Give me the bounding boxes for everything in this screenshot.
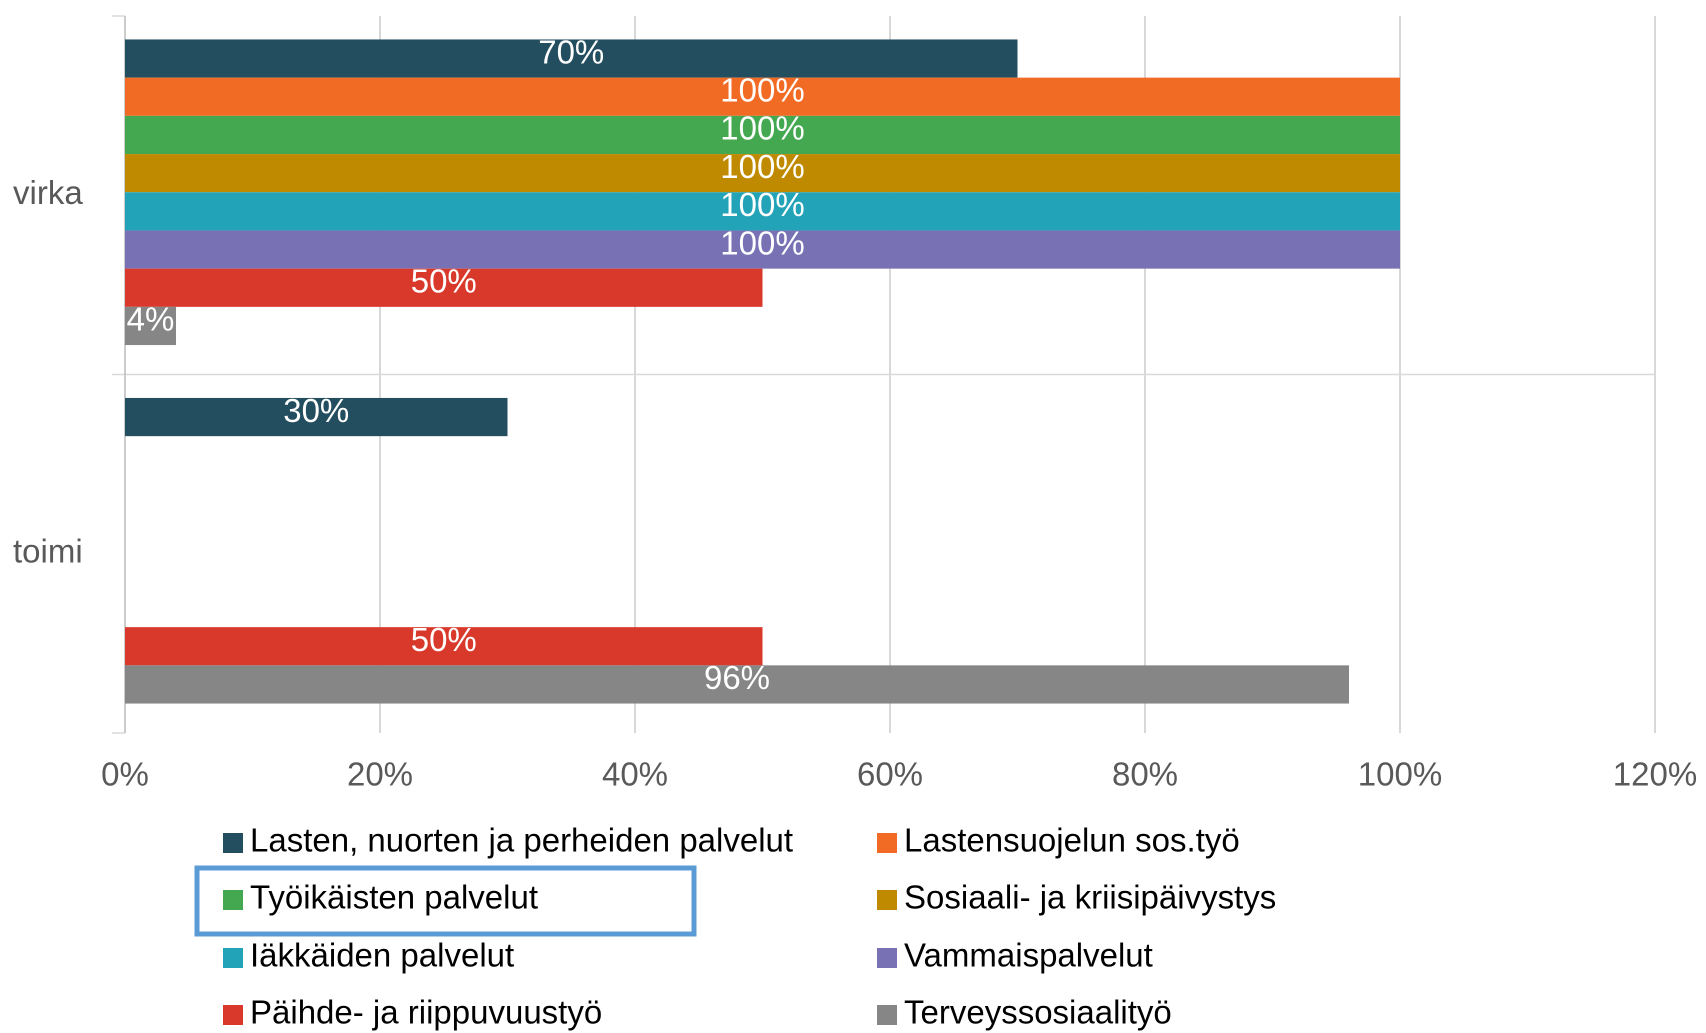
- data-label: 100%: [720, 110, 804, 147]
- legend-label: Työikäisten palvelut: [250, 879, 538, 916]
- legend-label: Vammaispalvelut: [904, 937, 1153, 974]
- x-tick-label: 0%: [101, 756, 149, 793]
- legend-label: Iäkkäiden palvelut: [250, 937, 514, 974]
- x-tick-label: 120%: [1613, 756, 1697, 793]
- data-label: 100%: [720, 186, 804, 223]
- legend-label: Terveyssosiaalityö: [904, 994, 1172, 1031]
- legend-swatch: [223, 948, 243, 968]
- legend-swatch: [877, 948, 897, 968]
- x-tick-label: 80%: [1112, 756, 1178, 793]
- legend-label: Sosiaali- ja kriisipäivystys: [904, 879, 1276, 916]
- x-tick-label: 40%: [602, 756, 668, 793]
- bar: [125, 77, 1400, 116]
- bar: [125, 397, 508, 437]
- legend-label: Lasten, nuorten ja perheiden palvelut: [250, 822, 793, 859]
- legend-swatch: [223, 833, 243, 853]
- y-tick-label: virka: [13, 174, 83, 211]
- bar: [125, 154, 1400, 193]
- x-tick-label: 20%: [347, 756, 413, 793]
- legend-label: Päihde- ja riippuvuustyö: [250, 994, 602, 1031]
- bar: [125, 627, 763, 666]
- legend-swatch: [877, 890, 897, 910]
- data-label: 30%: [283, 392, 349, 429]
- y-tick-label: toimi: [13, 532, 83, 569]
- highlight-box: [194, 865, 697, 937]
- bar: [125, 39, 1018, 78]
- legend-swatch: [223, 890, 243, 910]
- x-tick-label: 100%: [1358, 756, 1442, 793]
- legend-label: Lastensuojelun sos.työ: [904, 822, 1240, 859]
- data-label: 70%: [538, 33, 604, 70]
- legend-swatch: [877, 1005, 897, 1025]
- data-label: 100%: [720, 224, 804, 261]
- bar: [125, 306, 176, 346]
- bar: [125, 665, 1349, 704]
- data-label: 100%: [720, 148, 804, 185]
- legend-swatch: [877, 833, 897, 853]
- x-tick-label: 60%: [857, 756, 923, 793]
- bar: [125, 192, 1400, 231]
- data-label: 100%: [720, 71, 804, 108]
- bar: [125, 115, 1400, 155]
- data-label: 96%: [704, 659, 770, 696]
- data-label: 4%: [127, 301, 175, 338]
- data-label: 50%: [411, 621, 477, 658]
- bar: [125, 268, 763, 307]
- legend-swatch: [223, 1005, 243, 1025]
- bar: [125, 230, 1400, 269]
- data-label: 50%: [411, 262, 477, 299]
